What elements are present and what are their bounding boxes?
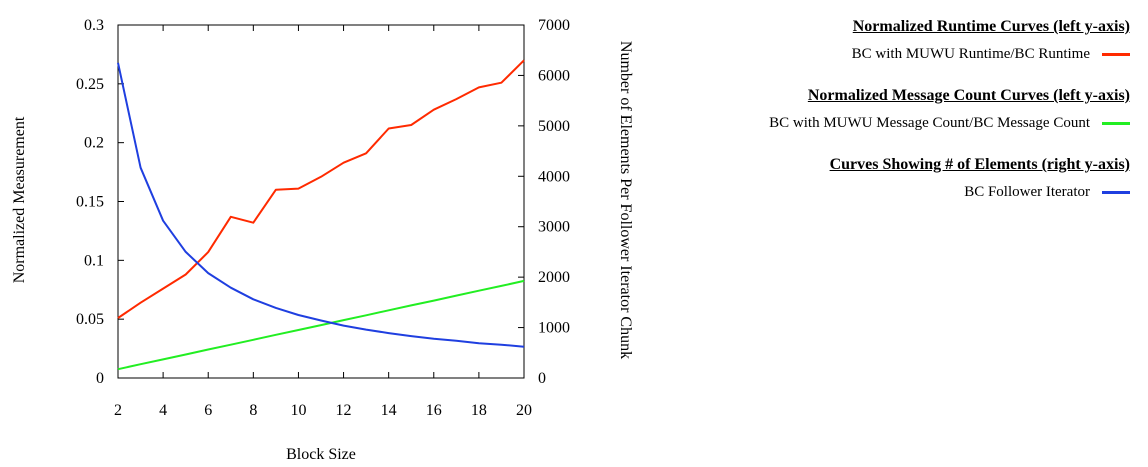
x-tick-label: 6	[204, 402, 212, 419]
x-axis-label: Block Size	[286, 446, 356, 463]
legend-entry: BC Follower Iterator	[610, 183, 1130, 201]
y2-axis-label: Number of Elements Per Follower Iterator…	[617, 41, 634, 359]
legend-entry-label: BC with MUWU Message Count/BC Message Co…	[769, 115, 1090, 131]
legend-swatch	[1102, 52, 1130, 56]
y2-tick-label: 2000	[538, 269, 570, 286]
y2-tick-label: 0	[538, 370, 546, 387]
x-tick-label: 10	[290, 402, 306, 419]
y-tick-label: 0.1	[84, 252, 104, 269]
series-line-2	[117, 279, 525, 371]
legend-swatch	[1102, 190, 1130, 194]
x-tick-label: 2	[114, 402, 122, 419]
y-tick-label: 0.05	[76, 311, 104, 328]
legend: Normalized Runtime Curves (left y-axis) …	[610, 18, 1130, 225]
legend-group-title: Curves Showing # of Elements (right y-ax…	[829, 156, 1130, 173]
x-tick-label: 16	[426, 402, 442, 419]
legend-group-message-count: Normalized Message Count Curves (left y-…	[610, 87, 1130, 132]
legend-group-elements: Curves Showing # of Elements (right y-ax…	[610, 156, 1130, 201]
legend-entry-label: BC Follower Iterator	[964, 184, 1090, 200]
y2-tick-label: 6000	[538, 67, 570, 84]
y-tick-label: 0.2	[84, 135, 104, 152]
y2-tick-label: 1000	[538, 320, 570, 337]
series-layer	[117, 59, 525, 371]
y-tick-label: 0.3	[84, 17, 104, 34]
y2-tick-label: 5000	[538, 118, 570, 135]
series-line-1	[117, 59, 525, 319]
x-tick-label: 12	[336, 402, 352, 419]
x-tick-label: 8	[249, 402, 257, 419]
x-tick-label: 14	[381, 402, 397, 419]
legend-entry-label: BC with MUWU Runtime/BC Runtime	[851, 46, 1090, 62]
y2-tick-label: 4000	[538, 168, 570, 185]
x-tick-label: 18	[471, 402, 487, 419]
legend-group-runtime: Normalized Runtime Curves (left y-axis) …	[610, 18, 1130, 63]
y-tick-label: 0	[96, 370, 104, 387]
axes: 2 4 6 8 10 12 14 16 18 20 0 0.05 0.1 0.15 0.2 0.25 0.3 0 1…	[76, 17, 570, 419]
y-axis-label: Normalized Measurement	[11, 116, 28, 283]
legend-group-title: Normalized Runtime Curves (left y-axis)	[852, 18, 1130, 35]
x-tick-label: 20	[516, 402, 532, 419]
y-tick-label: 0.15	[76, 194, 104, 211]
legend-swatch	[1102, 121, 1130, 125]
legend-entry: BC with MUWU Runtime/BC Runtime	[610, 45, 1130, 63]
x-tick-label: 4	[159, 402, 167, 419]
y2-tick-label: 7000	[538, 17, 570, 34]
y2-tick-label: 3000	[538, 219, 570, 236]
y-tick-label: 0.25	[76, 76, 104, 93]
series-line-3	[117, 62, 525, 348]
legend-group-title: Normalized Message Count Curves (left y-…	[807, 87, 1130, 104]
legend-entry: BC with MUWU Message Count/BC Message Co…	[610, 114, 1130, 132]
chart: 2 4 6 8 10 12 14 16 18 20 0 0.05 0.1 0.15 0.2 0.25 0.3 0 1…	[11, 17, 634, 463]
